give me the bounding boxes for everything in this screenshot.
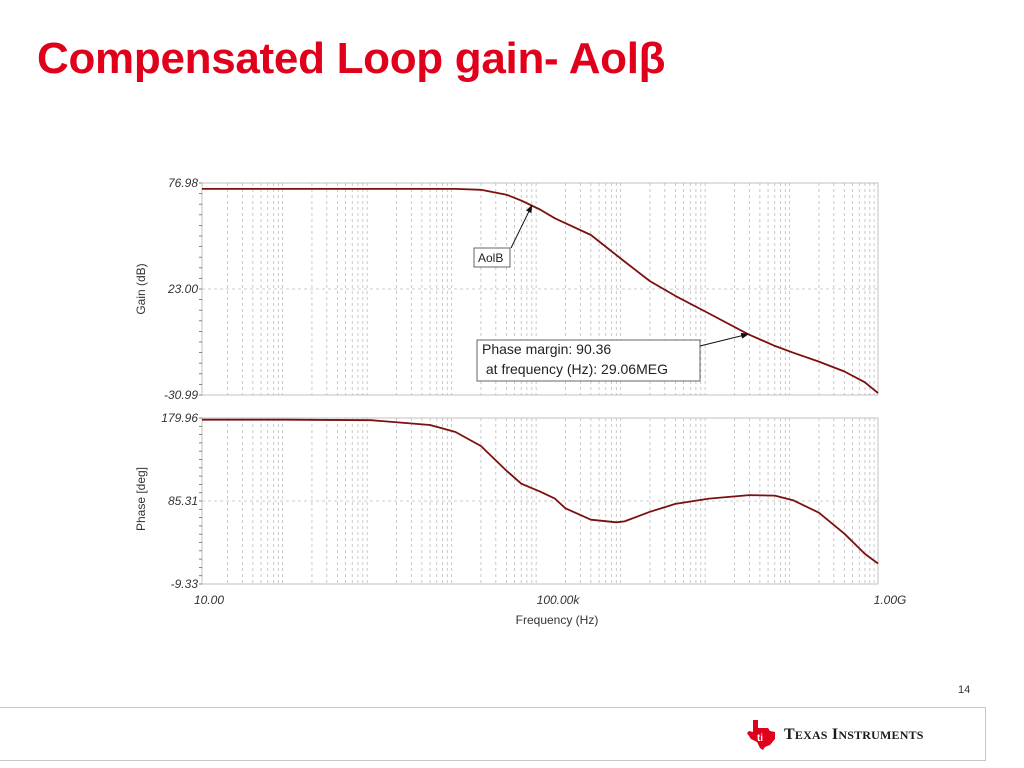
loop-gain-chart: 76.98 23.00 -30.99 Gain (dB) AolB Phase …: [134, 176, 906, 627]
phase-grid: [199, 417, 878, 585]
phase-series-line: [202, 418, 879, 565]
xlabel: Frequency (Hz): [516, 613, 599, 627]
page-number: 14: [958, 684, 971, 696]
ti-logo: ti TEXAS INSTRUMENTS: [746, 718, 924, 752]
gain-series-line: [202, 187, 879, 394]
gain-ytick-mid: 23.00: [167, 282, 198, 296]
aolb-label: AolB: [478, 251, 503, 265]
xtick-1g: 1.00G: [874, 593, 907, 607]
texas-state-icon: ti: [747, 720, 775, 750]
xtick-100k: 100.00k: [537, 593, 581, 607]
aolb-label-box: [473, 247, 511, 268]
gain-ytick-top: 76.98: [168, 176, 198, 190]
gain-ylabel: Gain (dB): [134, 263, 148, 314]
phase-margin-box: [476, 339, 701, 382]
svg-text:ti: ti: [757, 733, 763, 744]
aolb-arrow: [510, 204, 533, 249]
gain-ytick-bottom: -30.99: [164, 388, 198, 402]
phase-ytick-bottom: -9.33: [171, 577, 199, 591]
gain-panel: 76.98 23.00 -30.99 Gain (dB) AolB Phase …: [134, 176, 879, 402]
phase-ytick-top: 179.96: [161, 411, 198, 425]
phase-ylabel: Phase [deg]: [134, 467, 148, 531]
phase-panel: 179.96 85.31 -9.33 Phase [deg] 10.00 100…: [134, 411, 906, 627]
phase-margin-arrow: [699, 332, 750, 347]
ti-wordmark: TEXAS INSTRUMENTS: [784, 726, 924, 743]
phase-ytick-mid: 85.31: [168, 494, 198, 508]
xtick-10: 10.00: [194, 593, 224, 607]
phase-margin-line1: Phase margin: 90.36: [482, 341, 611, 357]
slide-title: Compensated Loop gain- Aolβ: [37, 34, 666, 83]
footer-band: [0, 707, 986, 761]
phase-margin-line2: at frequency (Hz): 29.06MEG: [482, 361, 668, 377]
